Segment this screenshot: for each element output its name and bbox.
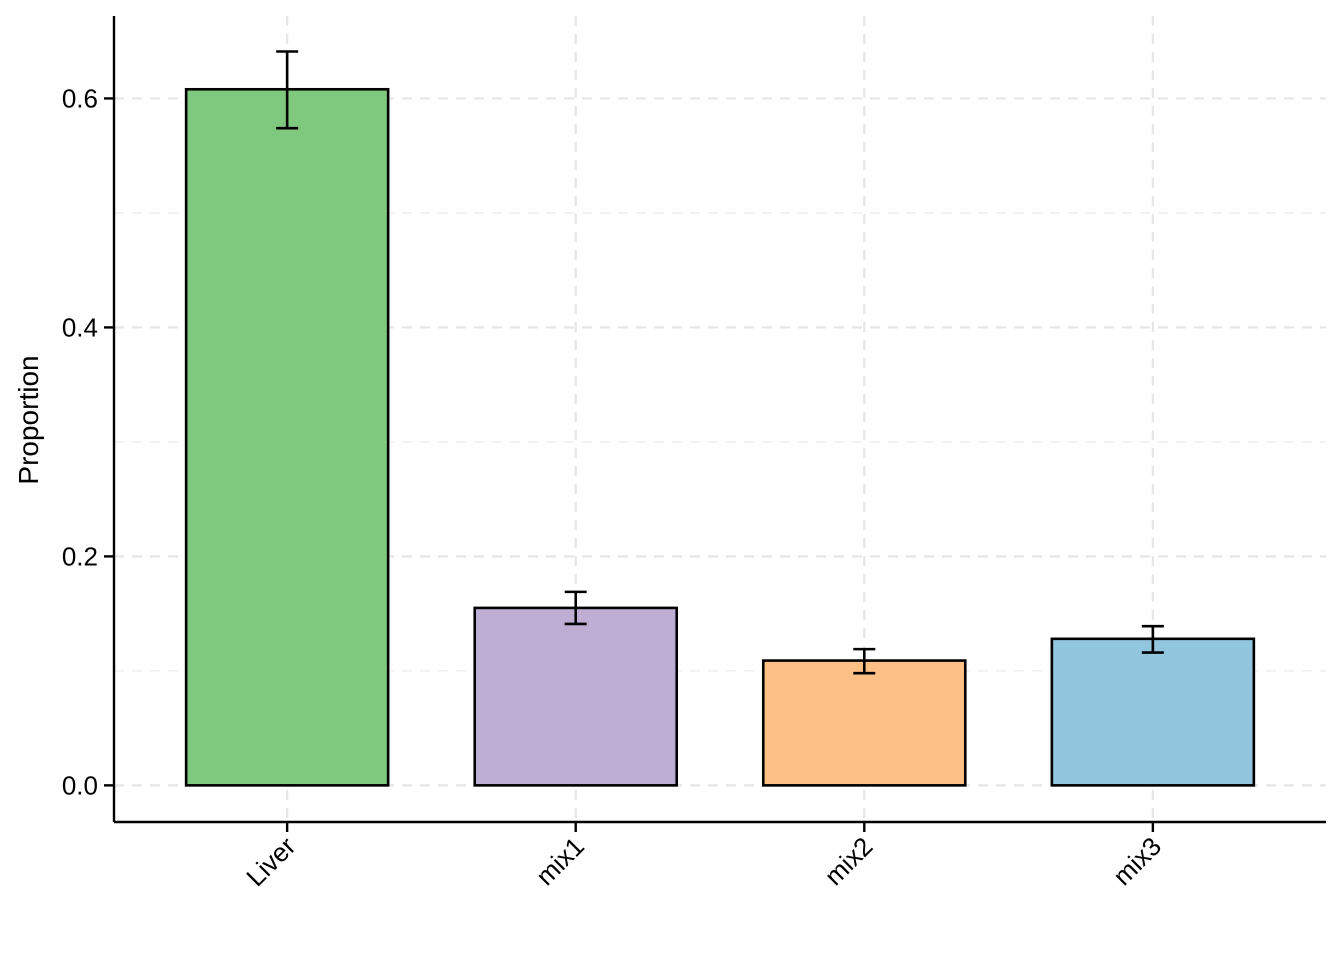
y-ticks: 0.0 0.2 0.4 0.6 <box>62 83 114 800</box>
y-tick-label: 0.0 <box>62 770 98 800</box>
bar-mix2 <box>761 659 967 787</box>
error-bar-mix2 <box>853 647 876 675</box>
error-bar-mix1 <box>564 590 587 626</box>
error-bar-liver <box>276 50 299 130</box>
axes <box>112 16 1326 824</box>
x-tick-label: mix1 <box>530 831 590 891</box>
error-bar-mix3 <box>1141 624 1164 654</box>
bar-mix3 <box>1050 637 1256 787</box>
y-tick-label: 0.4 <box>62 312 98 342</box>
bar-liver <box>184 87 390 787</box>
y-tick-label: 0.2 <box>62 541 98 571</box>
x-ticks: Liver mix1 mix2 mix3 <box>240 822 1167 892</box>
bars <box>184 87 1256 787</box>
y-tick-label: 0.6 <box>62 83 98 113</box>
x-tick-label: Liver <box>240 831 301 892</box>
x-tick-label: mix2 <box>818 831 878 891</box>
bar-mix1 <box>473 606 679 787</box>
y-axis-title: Proportion <box>13 355 44 484</box>
x-tick-label: mix3 <box>1107 831 1167 891</box>
error-bars <box>276 50 1164 675</box>
